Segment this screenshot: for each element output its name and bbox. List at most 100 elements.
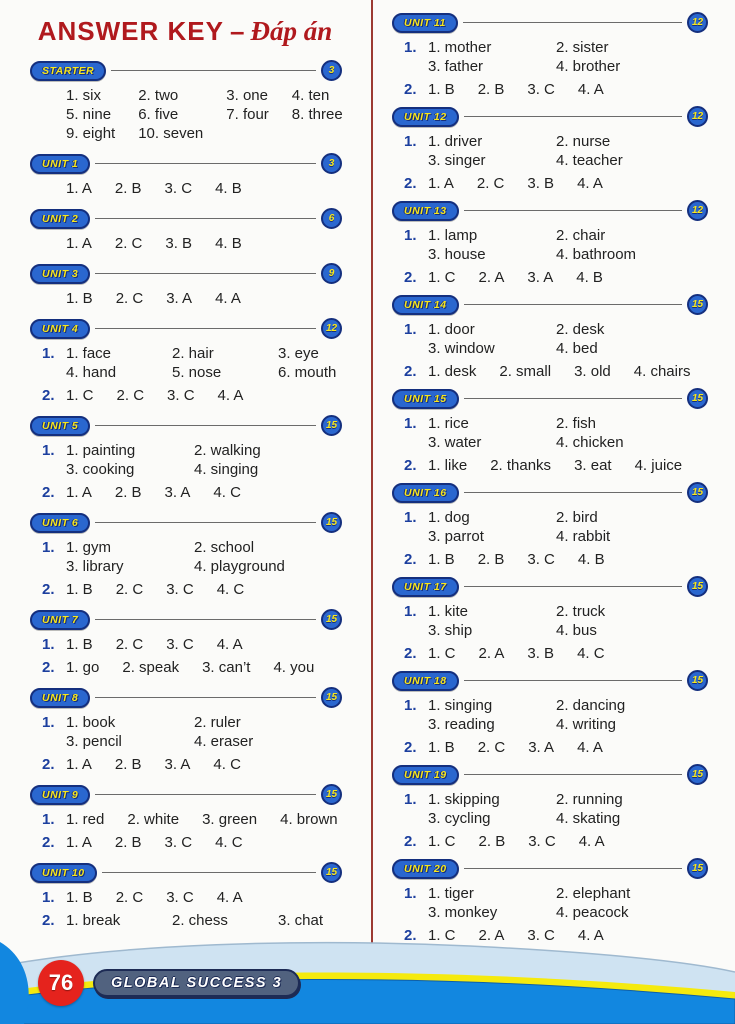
unit-badge-label: UNIT 5 [42,419,79,432]
answer-cells: 1. go 2. speak 3. can’t 4. you [66,658,314,677]
answer-item: 1. break [66,912,121,929]
answer-item: 1. A [428,175,454,192]
answer-cells: 1. rice 2. fish 3. water 4. chicken [428,414,668,452]
unit-answers: 1. 1. door 2. desk 3. window 4. bed 2. 1. desk… [392,320,708,381]
unit-page-badge: 9 [321,263,342,284]
unit-header: UNIT 2 6 [30,208,342,229]
answer-item: 1. gym [66,539,112,556]
answer-item: 3. pencil [66,733,122,750]
answer-item: 2. two [138,87,179,104]
answer-section: 1. 1. lamp 2. chair 3. house 4. bathroom [404,226,708,264]
answer-item: 1. go [66,659,100,676]
unit-block: UNIT 16 15 1. 1. dog 2. bird 3. parrot 4. rabb… [392,482,708,569]
column-divider-line [371,0,373,962]
exercise-number: 2. [404,363,417,380]
unit-header: UNIT 15 15 [392,388,708,409]
answer-section: 2. 1. C 2. A 3. B 4. C [404,644,708,663]
answer-section: 1.1. A2. C3. B4. B [42,234,342,253]
answer-item: 1. B [66,290,93,307]
leader-line [463,680,682,681]
answer-section: 1. 1. B 2. C 3. C 4. A [42,888,342,907]
unit-page-badge: 15 [321,862,342,883]
answer-section: 2. 1. B 2. B 3. C 4. B [404,550,708,569]
answer-item: 4. C [213,484,241,501]
leader-line [463,492,682,493]
unit-answers: 1. 1. B 2. C 3. C 4. A 2. 1. break 2. chess 3. c… [30,888,342,930]
answer-item: 3. B [527,175,555,192]
exercise-number: 2. [404,739,417,756]
answer-item: 4. ten [291,87,330,104]
unit-badge-label: UNIT 12 [404,110,447,123]
answer-item: 3. ship [428,622,473,639]
answer-item: 1. B [66,889,93,906]
unit-badge: UNIT 18 [392,670,459,691]
answer-section: 2. 1. C 2. A 3. C 4. A [404,926,708,945]
unit-page-badge: 6 [321,208,342,229]
unit-badge: UNIT 2 [30,208,91,229]
answer-item: 4. A [577,739,603,756]
answer-section: 1. 1. painting 2. walking 3. cooking 4. sing… [42,441,342,479]
answer-item: 4. A [578,833,605,850]
page-title-main: ANSWER KEY [37,16,224,46]
answer-item: 2. fish [556,415,597,432]
answer-item: 3. A [164,484,191,501]
answer-cells: 1. C 2. A 3. A 4. B [428,268,603,287]
unit-answers: 1.1. A2. C3. B4. B [30,234,342,253]
answer-cells: 1. desk 2. small 3. old 4. chairs [428,362,690,381]
answer-item: 4. C [215,834,243,851]
answer-cells: 1. C 2. A 3. B 4. C [428,644,605,663]
unit-badge-label: UNIT 15 [404,392,447,405]
answer-item: 3. green [202,811,258,828]
unit-badge: UNIT 9 [30,784,91,805]
answer-item: 1. C [428,269,456,286]
unit-header: UNIT 9 15 [30,784,342,805]
answer-item: 3. C [166,889,194,906]
answer-section: 2. 1. C 2. C 3. C 4. A [42,386,342,405]
unit-page-badge: 15 [687,482,708,503]
unit-header: UNIT 16 15 [392,482,708,503]
unit-header: UNIT 1 3 [30,153,342,174]
answer-cells: 1. singing 2. dancing 3. reading 4. writing [428,696,668,734]
answer-item: 2. hair [172,345,214,362]
exercise-number: 2. [42,756,55,773]
exercise-number: 1. [42,636,55,653]
unit-badge-label: UNIT 20 [404,862,447,875]
exercise-number: 1. [404,697,417,714]
leader-line [463,116,682,117]
answer-item: 2. running [556,791,623,808]
unit-page-badge: 12 [321,318,342,339]
answer-item: 1. driver [428,133,483,150]
answer-item: 2. B [114,484,142,501]
unit-answers: 1. 1. mother 2. sister 3. father 4. brother 2… [392,38,708,99]
page-footer: 76 GLOBAL SUCCESS 3 [0,936,735,1024]
answer-item: 3. B [165,235,193,252]
answer-section: 2. 1. A 2. B 3. C 4. C [42,833,342,852]
answer-cells: 1. gym 2. school 3. library 4. playground [66,538,306,576]
answer-item: 2. white [127,811,180,828]
unit-badge-label: UNIT 10 [42,866,85,879]
unit-badge: UNIT 13 [392,200,459,221]
unit-header: UNIT 18 15 [392,670,708,691]
answer-section: 2. 1. desk 2. small 3. old 4. chairs [404,362,708,381]
answer-item: 4. brown [280,811,338,828]
unit-badge-label: STARTER [42,64,95,77]
unit-answers: 1. 1. driver 2. nurse 3. singer 4. teacher 2.… [392,132,708,193]
unit-block: UNIT 12 12 1. 1. driver 2. nurse 3. singer 4. … [392,106,708,193]
answer-item: 1. tiger [428,885,474,902]
unit-block: UNIT 15 15 1. 1. rice 2. fish 3. water 4. chic… [392,388,708,475]
answer-item: 4. A [216,636,243,653]
exercise-number: 2. [404,833,417,850]
answer-item: 2. C [115,581,144,598]
unit-answers: 1. 1. skipping 2. running 3. cycling 4. skat… [392,790,708,851]
answer-item: 2. A [478,927,505,944]
leader-line [95,163,316,164]
exercise-number: 2. [42,387,55,404]
answer-item: 1. painting [66,442,136,459]
unit-badge-label: UNIT 19 [404,768,447,781]
exercise-number: 1. [404,791,417,808]
unit-page-badge: 15 [321,415,342,436]
answer-section: 1. 1. mother 2. sister 3. father 4. brother [404,38,708,76]
answer-cells: 1. A 2. C 3. B 4. A [428,174,603,193]
unit-answers: 1. 1. book 2. ruler 3. pencil 4. eraser 2. 1. … [30,713,342,774]
